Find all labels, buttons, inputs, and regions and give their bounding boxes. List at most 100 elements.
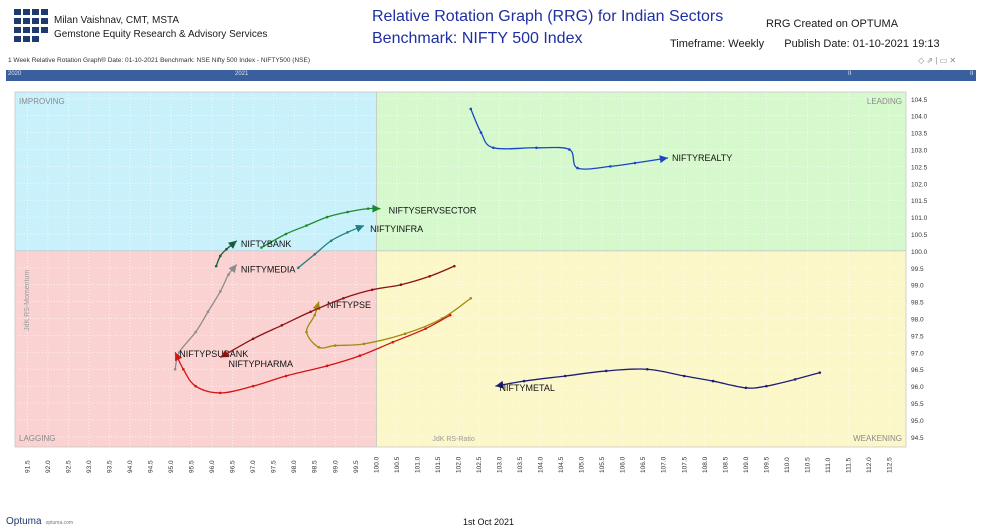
series-point[interactable] bbox=[309, 310, 312, 314]
series-point[interactable] bbox=[744, 386, 748, 390]
series-label-niftypse[interactable]: NIFTYPSE bbox=[327, 300, 371, 310]
series-point[interactable] bbox=[313, 313, 317, 317]
series-label-niftyservsector[interactable]: NIFTYSERVSECTOR bbox=[389, 205, 477, 215]
series-point[interactable] bbox=[225, 247, 228, 251]
series-point[interactable] bbox=[469, 107, 473, 111]
series-point[interactable] bbox=[325, 215, 329, 219]
series-point[interactable] bbox=[682, 374, 686, 378]
y-tick-label: 96.5 bbox=[911, 367, 924, 374]
series-point[interactable] bbox=[453, 264, 456, 268]
x-tick-label: 94.5 bbox=[147, 460, 154, 473]
series-point[interactable] bbox=[182, 367, 185, 371]
series-point[interactable] bbox=[173, 367, 177, 371]
series-point[interactable] bbox=[535, 146, 538, 150]
series-point[interactable] bbox=[280, 323, 284, 327]
series-label-niftybank[interactable]: NIFTYBANK bbox=[241, 239, 292, 249]
series-point[interactable] bbox=[765, 384, 768, 388]
y-tick-label: 101.5 bbox=[911, 198, 928, 205]
series-label-niftymetal[interactable]: NIFTYMETAL bbox=[500, 383, 555, 393]
series-point[interactable] bbox=[342, 296, 345, 300]
series-label-niftyrealty[interactable]: NIFTYREALTY bbox=[672, 153, 732, 163]
series-point[interactable] bbox=[346, 210, 349, 214]
series-point[interactable] bbox=[297, 266, 300, 270]
series-head-niftybank[interactable] bbox=[228, 240, 237, 249]
series-label-niftypsubank[interactable]: NIFTYPSUBANK bbox=[179, 349, 248, 359]
series-point[interactable] bbox=[424, 327, 427, 330]
timeline-end-mark[interactable]: II bbox=[970, 71, 974, 77]
window-controls[interactable]: ◇ ⇗ | ▭ ✕ bbox=[918, 56, 957, 65]
x-tick-label: 98.0 bbox=[291, 460, 298, 473]
series-point[interactable] bbox=[317, 345, 321, 349]
series-point[interactable] bbox=[604, 369, 608, 373]
series-point[interactable] bbox=[260, 246, 263, 249]
series-point[interactable] bbox=[448, 313, 452, 317]
series-point[interactable] bbox=[576, 166, 579, 170]
series-point[interactable] bbox=[609, 165, 612, 168]
series-point[interactable] bbox=[305, 224, 308, 227]
series-head-niftyservsector[interactable] bbox=[372, 204, 381, 213]
series-head-niftymetal[interactable] bbox=[495, 380, 504, 389]
timeline-bar[interactable]: 2020 2021 II II bbox=[6, 70, 976, 81]
timeline-end-mark[interactable]: II bbox=[848, 71, 852, 77]
series-point[interactable] bbox=[568, 148, 571, 151]
series-point[interactable] bbox=[329, 239, 333, 243]
series-point[interactable] bbox=[346, 231, 349, 234]
series-point[interactable] bbox=[251, 384, 255, 388]
series-point[interactable] bbox=[492, 146, 495, 150]
series-point[interactable] bbox=[633, 161, 637, 165]
series-point[interactable] bbox=[284, 232, 288, 236]
series-point[interactable] bbox=[646, 367, 649, 371]
series-label-niftymedia[interactable]: NIFTYMEDIA bbox=[241, 265, 296, 275]
series-point[interactable] bbox=[284, 374, 288, 378]
series-point[interactable] bbox=[251, 337, 255, 341]
firm-name: Gemstone Equity Research & Advisory Serv… bbox=[54, 29, 268, 40]
series-point[interactable] bbox=[479, 131, 483, 134]
x-tick-label: 112.0 bbox=[866, 457, 873, 473]
x-tick-label: 100.5 bbox=[394, 456, 401, 473]
series-point[interactable] bbox=[711, 379, 715, 383]
x-axis-title: JdK RS-Ratio bbox=[432, 436, 475, 443]
series-point[interactable] bbox=[366, 207, 370, 210]
series-head-niftyrealty[interactable] bbox=[659, 155, 668, 164]
series-label-niftyinfra[interactable]: NIFTYINFRA bbox=[370, 224, 423, 234]
y-tick-label: 101.0 bbox=[911, 215, 928, 222]
series-point[interactable] bbox=[227, 273, 230, 276]
series-point[interactable] bbox=[206, 310, 210, 314]
report-title: Relative Rotation Graph (RRG) for Indian… bbox=[372, 6, 723, 50]
series-head-niftypsubank[interactable] bbox=[175, 352, 183, 362]
quadrant-weakening bbox=[376, 250, 907, 447]
series-point[interactable] bbox=[333, 344, 337, 347]
series-head-niftymedia[interactable] bbox=[228, 264, 237, 274]
series-point[interactable] bbox=[469, 296, 473, 300]
series-point[interactable] bbox=[362, 342, 366, 346]
series-point[interactable] bbox=[391, 340, 395, 344]
series-point[interactable] bbox=[194, 330, 197, 334]
series-point[interactable] bbox=[194, 384, 197, 388]
series-point[interactable] bbox=[399, 283, 403, 287]
series-point[interactable] bbox=[370, 288, 374, 292]
x-tick-label: 102.0 bbox=[455, 456, 462, 473]
series-point[interactable] bbox=[428, 274, 432, 278]
series-point[interactable] bbox=[305, 330, 308, 334]
series-label-niftypharma[interactable]: NIFTYPHARMA bbox=[229, 359, 294, 369]
series-point[interactable] bbox=[218, 391, 222, 395]
series-point[interactable] bbox=[818, 371, 822, 374]
series-point[interactable] bbox=[218, 254, 222, 258]
x-tick-label: 107.0 bbox=[661, 456, 668, 473]
quadrant-improving bbox=[15, 92, 377, 251]
series-point[interactable] bbox=[214, 264, 218, 268]
series-point[interactable] bbox=[403, 332, 407, 336]
series-point[interactable] bbox=[218, 290, 222, 293]
x-tick-label: 108.0 bbox=[702, 456, 709, 473]
series-point[interactable] bbox=[563, 374, 567, 378]
series-head-niftyinfra[interactable] bbox=[355, 224, 365, 233]
series-point[interactable] bbox=[522, 379, 526, 383]
series-head-niftypharma[interactable] bbox=[220, 349, 230, 358]
series-point[interactable] bbox=[313, 252, 317, 256]
series-point[interactable] bbox=[358, 354, 362, 358]
y-tick-label: 97.5 bbox=[911, 333, 924, 340]
series-point[interactable] bbox=[325, 364, 329, 368]
series-point[interactable] bbox=[177, 351, 181, 354]
x-tick-label: 104.0 bbox=[538, 456, 545, 473]
series-point[interactable] bbox=[793, 378, 797, 381]
